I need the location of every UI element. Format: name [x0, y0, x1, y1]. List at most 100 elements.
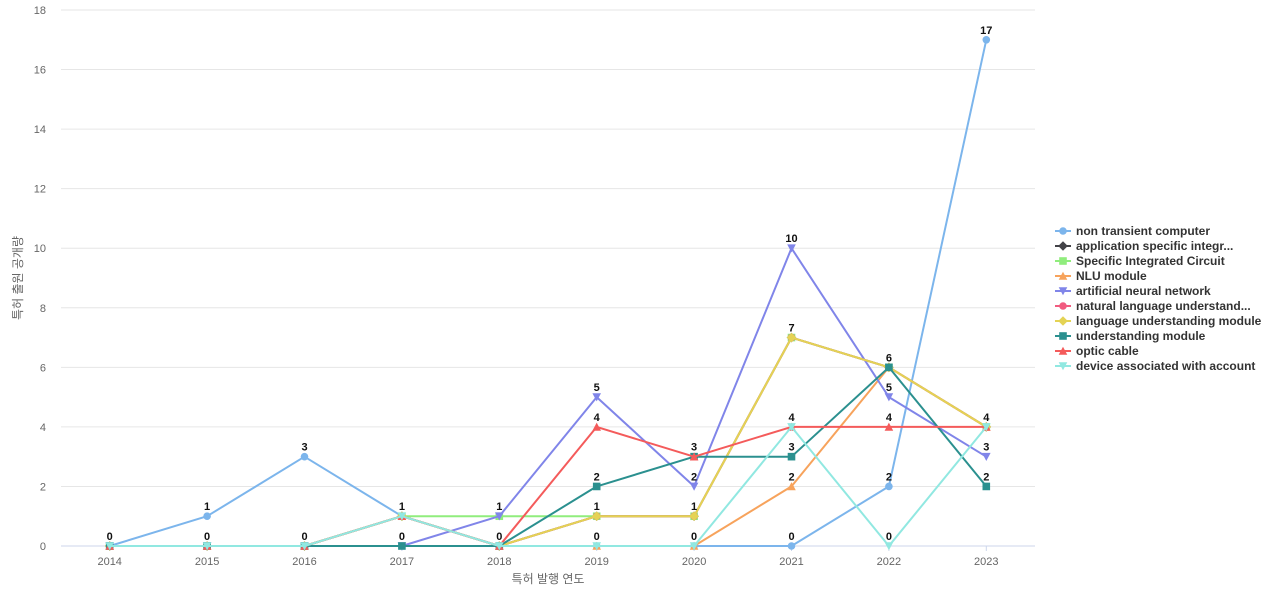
x-tick-label: 2019 — [584, 556, 608, 568]
series-0 — [105, 35, 991, 550]
y-axis-title: 특허 출원 공개량 — [11, 236, 25, 320]
data-label: 0 — [594, 531, 600, 543]
data-label: 3 — [691, 442, 697, 454]
series-point — [884, 422, 894, 431]
data-label: 1 — [594, 501, 600, 513]
series-point — [689, 482, 699, 491]
series-6 — [104, 332, 992, 551]
series-point — [786, 332, 797, 343]
legend-item[interactable]: application specific integr... — [1055, 239, 1233, 253]
x-axis-title: 특허 발행 연도 — [512, 571, 585, 586]
series-line — [108, 425, 988, 547]
data-label: 1 — [204, 501, 210, 513]
series-point — [300, 452, 309, 461]
legend-label: Specific Integrated Circuit — [1076, 254, 1225, 268]
series-point — [592, 542, 601, 551]
series-point — [885, 482, 893, 491]
data-label: 7 — [788, 323, 794, 335]
legend-marker — [1058, 241, 1068, 251]
legend-label: device associated with account — [1076, 359, 1255, 373]
series-point — [300, 542, 309, 551]
legend-label: optic cable — [1076, 344, 1139, 358]
data-label: 17 — [980, 25, 992, 37]
series-line — [108, 336, 988, 547]
data-label: 2 — [886, 471, 892, 483]
series-5 — [105, 333, 991, 550]
series-point — [689, 511, 699, 522]
data-label: 0 — [107, 531, 113, 543]
series-point — [398, 542, 406, 550]
data-label: 1 — [399, 501, 405, 513]
series-point — [689, 452, 699, 461]
legend-marker — [1058, 346, 1068, 355]
series-point — [787, 244, 796, 253]
legend-item[interactable]: natural language understand... — [1055, 299, 1251, 313]
series-point — [982, 452, 991, 461]
legend-item[interactable]: device associated with account — [1055, 359, 1255, 373]
series-point — [397, 512, 407, 521]
data-label: 1 — [496, 501, 502, 513]
x-tick-label: 2015 — [195, 556, 219, 568]
data-label: 3 — [301, 442, 307, 454]
series-1 — [104, 332, 992, 551]
data-label: 0 — [204, 531, 210, 543]
legend-label: application specific integr... — [1076, 239, 1233, 253]
series-line — [108, 336, 988, 547]
series-point — [884, 542, 894, 551]
data-label: 2 — [691, 471, 697, 483]
data-label: 1 — [691, 501, 697, 513]
y-tick-label: 8 — [40, 303, 46, 315]
y-tick-label: 18 — [34, 5, 46, 17]
data-label: 0 — [496, 531, 502, 543]
legend-item[interactable]: optic cable — [1055, 344, 1139, 358]
data-label: 2 — [594, 471, 600, 483]
series-lines — [104, 35, 992, 551]
legend-item[interactable]: artificial neural network — [1055, 284, 1211, 298]
series-line — [108, 247, 988, 547]
legend-item[interactable]: understanding module — [1055, 329, 1206, 343]
data-label: 4 — [886, 412, 893, 424]
series-line — [108, 336, 988, 547]
series-point — [689, 542, 699, 551]
data-label: 5 — [594, 382, 600, 394]
y-tick-label: 16 — [34, 65, 46, 77]
legend-item[interactable]: NLU module — [1055, 269, 1147, 283]
series-point — [787, 452, 796, 461]
legend-item[interactable]: language understanding module — [1055, 314, 1262, 328]
legend-label: natural language understand... — [1076, 299, 1251, 313]
legend-marker — [1059, 332, 1067, 340]
data-label: 3 — [983, 442, 989, 454]
series-9 — [105, 423, 991, 551]
series-point — [202, 542, 212, 551]
legend-label: language understanding module — [1076, 314, 1262, 328]
series-point — [203, 512, 211, 521]
series-point — [592, 422, 601, 431]
legend-marker — [1058, 287, 1068, 296]
data-label: 0 — [691, 531, 697, 543]
y-tick-label: 0 — [40, 541, 46, 553]
legend-marker — [1059, 257, 1067, 265]
data-label: 5 — [886, 382, 892, 394]
data-label: 4 — [788, 412, 795, 424]
legend-item[interactable]: non transient computer — [1055, 224, 1210, 238]
x-tick-label: 2018 — [487, 556, 511, 568]
series-line — [108, 336, 988, 547]
series-line — [108, 38, 988, 547]
legend-label: NLU module — [1076, 269, 1147, 283]
legend-marker — [1058, 271, 1068, 280]
legend-marker — [1059, 302, 1067, 310]
y-tick-label: 10 — [34, 243, 46, 255]
y-tick-label: 2 — [40, 481, 46, 493]
legend-label: non transient computer — [1076, 224, 1210, 238]
data-label: 0 — [399, 531, 405, 543]
series-point — [105, 542, 114, 551]
y-tick-label: 14 — [34, 124, 46, 136]
legend-item[interactable]: Specific Integrated Circuit — [1055, 254, 1225, 268]
series-point — [495, 512, 504, 521]
series-point — [982, 423, 991, 432]
x-tick-label: 2016 — [292, 556, 316, 568]
